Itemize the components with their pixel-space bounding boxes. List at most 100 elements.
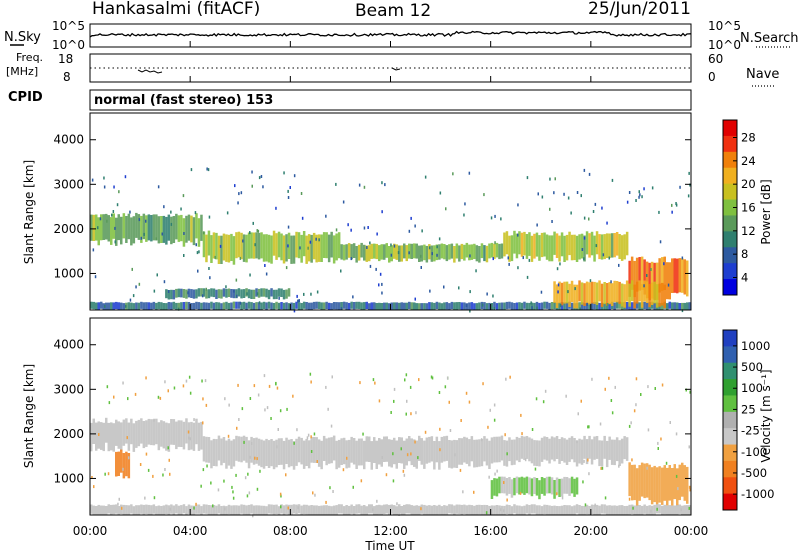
power-band-3-cell [560,232,564,257]
power-band-5-cell [505,301,509,310]
velocity-speckle [584,503,587,507]
velocity-band-6-cell [585,504,589,515]
velocity-band-5-cell [558,478,561,497]
velocity-speckle [424,430,427,434]
velocity-band-6-cell [192,505,196,515]
velocity-speckle [182,384,185,388]
power-band-5-cell [117,302,120,310]
velocity-speckle [480,438,483,442]
power-band-7-cell [180,288,183,298]
velocity-speckle [162,473,164,477]
velocity-band-6-cell [280,504,283,514]
power-band-0-cell [165,216,168,245]
velocity-speckle [608,376,610,380]
velocity-band-5-cell [525,476,529,494]
velocity-band-6-cell [257,505,261,515]
velocity-band-6-cell [588,506,591,515]
velocity-band-6-cell [232,505,236,515]
velocity-band-6-cell [460,504,464,515]
velocity-band-6-cell [302,504,306,515]
power-band-5-cell [410,302,413,310]
velocity-band-4-cell [117,451,120,476]
power-band-0-cell [172,216,176,243]
power-band-5-cell [676,302,679,310]
power-speckle [325,214,327,218]
velocity-band-0-cell [187,422,191,451]
power-ytick-label: 3000 [53,177,84,191]
velocity-band-2-cell [503,440,506,466]
power-band-1-cell [210,235,213,263]
power-band-5-cell [90,301,93,309]
velocity-band-6-cell [225,506,228,515]
velocity-speckle [600,466,602,470]
power-band-6-cell [575,284,579,309]
power-band-7-cell [200,288,203,297]
power-speckle [439,191,442,195]
velocity-speckle [685,388,687,392]
velocity-speckle [565,394,567,398]
power-band-1-cell [307,234,311,262]
power-band-5-cell [185,301,188,309]
velocity-band-1-cell [347,439,351,468]
power-speckle [563,192,565,196]
velocity-speckle [588,472,590,476]
velocity-band-2-cell [530,438,534,464]
velocity-band-6-cell [172,505,176,515]
velocity-band-0-cell [140,418,143,444]
power-band-5-cell [673,302,676,310]
velocity-speckle [279,409,282,413]
velocity-band-6-cell [560,505,564,515]
power-speckle [626,200,629,204]
velocity-band-6-cell [142,504,146,515]
power-band-2-cell [380,244,383,260]
velocity-speckle [256,457,258,461]
velocity-speckle [167,389,169,393]
velocity-band-6-cell [130,504,133,514]
power-band-5-cell [202,302,206,310]
power-band-6-cell [635,281,639,304]
velocity-speckle [392,452,394,456]
power-band-5-cell [127,302,131,310]
power-speckle [420,254,422,258]
velocity-band-2-cell [618,440,621,466]
power-band-3-cell [570,234,574,261]
velocity-speckle [346,456,348,460]
power-band-0-cell [175,213,178,240]
velocity-band-2-cell [595,436,599,459]
colorbar-segment [723,330,737,347]
power-band-5-cell [560,302,564,310]
colorbar-segment [723,379,737,396]
power-band-5-cell [182,302,186,310]
velocity-band-0-cell [137,419,141,447]
velocity-band-1-cell [438,441,441,470]
power-band-1-cell [295,231,298,258]
velocity-band-1-cell [250,436,253,463]
power-band-3-cell [520,232,524,257]
velocity-band-6-cell [355,504,358,514]
velocity-speckle [236,426,238,430]
velocity-speckle [675,432,678,436]
power-band-3-cell [580,233,584,259]
velocity-band-1-cell [262,440,266,469]
power-band-0-cell [162,215,166,243]
power-band-6-cell [600,283,604,307]
velocity-speckle [577,412,579,416]
velocity-band-0-cell [155,418,158,445]
velocity-band-6-cell [242,504,246,515]
power-speckle [258,176,261,180]
power-band-0-cell [127,213,131,240]
power-band-1-cell [337,232,341,259]
velocity-band-3-cell [686,466,689,504]
velocity-speckle [485,511,488,515]
power-band-5-cell [525,302,529,310]
power-speckle [262,185,264,189]
power-band-2-cell [357,244,361,261]
power-band-0-cell [132,216,136,244]
power-band-5-cell [570,302,574,310]
power-band-5-cell [167,302,171,310]
velocity-band-1-cell [357,438,361,466]
power-band-3-cell [595,231,599,255]
power-band-5-cell [563,302,566,310]
velocity-speckle [402,469,405,473]
